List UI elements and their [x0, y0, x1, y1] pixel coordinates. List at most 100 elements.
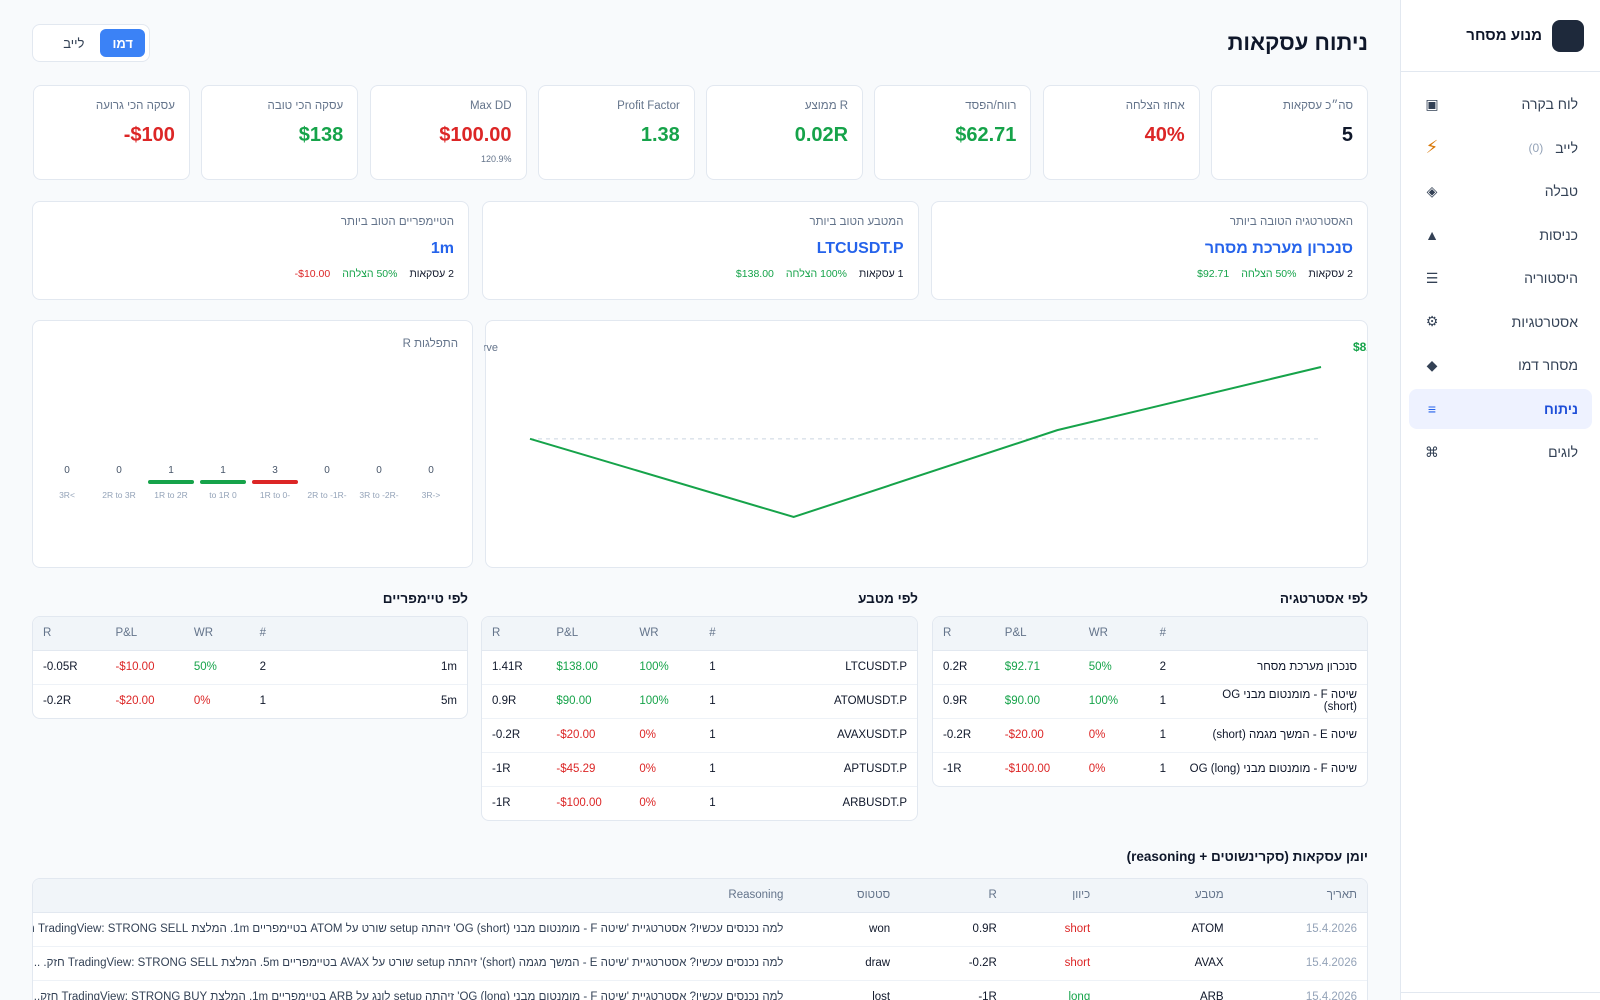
table-row[interactable]: שיטה F - מומנטום מבני OG (short) 1 100% $90…: [933, 684, 1367, 719]
best-pnl: $92.71: [1197, 268, 1230, 280]
table-row[interactable]: 5m 1 0% -$20.00 -0.2R: [33, 684, 467, 718]
by-timeframe-table: # WR P&L R 1m 2 50% -$10.00 -0.05R 5m 1 0% -$20.00 -0…: [32, 616, 468, 719]
best-name[interactable]: סנכרון מערכת מסחר: [1204, 240, 1353, 257]
table-row[interactable]: AVAXUSDT.P 1 0% -$20.00 -0.2R: [482, 718, 917, 753]
row-r: -0.2R: [482, 718, 547, 753]
row-pnl: $90.00: [994, 684, 1079, 719]
journal-row[interactable]: 15.4.2026 AVAX short -0.2R draw למה נכנסים עכ…: [33, 946, 1367, 981]
row-name: 5m: [441, 695, 457, 708]
by-symbol-table: # WR P&L R LTCUSDT.P 1 100% $138.00 1.41R ATOMUSD…: [481, 616, 918, 821]
stat-value: $138: [298, 124, 344, 146]
sidebar-item-label: טבלה: [1544, 183, 1578, 199]
sidebar-item-2[interactable]: טבלה ◈: [1409, 171, 1592, 211]
table-header-cell: מטבע: [1100, 879, 1234, 913]
sidebar-item-8[interactable]: לוגים ⌘: [1409, 432, 1592, 472]
by-strategy-table: # WR P&L R סנכרון מערכת מסחר 2 50% $92.71 0.2R שי…: [932, 616, 1368, 787]
r-bar: [148, 480, 194, 484]
journal-symbol: ARB: [1199, 991, 1224, 1000]
sidebar-item-label: לוח בקרה: [1521, 96, 1578, 112]
r-bar-label: <-3R: [422, 490, 441, 500]
stat-subvalue: 120.9%: [480, 154, 512, 164]
sidebar-header: מנוע מסחר: [1401, 0, 1600, 72]
table-row[interactable]: APTUSDT.P 1 0% -$45.29 -1R: [482, 752, 917, 787]
sidebar-item-icon: ☰: [1425, 269, 1439, 286]
row-winrate: 50%: [183, 650, 241, 685]
sidebar-item-4[interactable]: היסטוריה ☰: [1409, 258, 1592, 298]
best-label: האסטרטגיה הטובה ביותר: [1229, 216, 1353, 228]
mode-demo-button[interactable]: דמו: [100, 29, 145, 57]
row-r: 0.2R: [933, 650, 995, 685]
table-row[interactable]: שיטה E - המשך מגמה (short) 1 0% -$20.00 -0.2…: [933, 718, 1367, 753]
row-winrate: 0%: [629, 752, 693, 787]
row-r: -1R: [943, 763, 962, 776]
table-row[interactable]: ARBUSDT.P 1 0% -$100.00 -1R: [482, 786, 917, 820]
sidebar-item-label: היסטוריה: [1524, 270, 1578, 286]
journal-row[interactable]: 15.4.2026 ATOM short 0.9R won למה נכנסים עכשי…: [33, 912, 1367, 947]
r-bar-count: 1: [168, 465, 174, 476]
row-r: -0.2R: [933, 718, 995, 753]
r-bar-label: -1R to 0: [260, 490, 290, 500]
r-bar-count: 0: [324, 465, 330, 476]
table-header-cell: [725, 617, 917, 651]
stat-value: 0.02R: [794, 124, 849, 146]
row-winrate: 100%: [1078, 684, 1143, 719]
sidebar-item-icon: ⚡: [1425, 137, 1439, 157]
row-name: APTUSDT.P: [725, 752, 917, 787]
row-count: 1: [692, 752, 726, 787]
row-pnl: -$20.00: [994, 718, 1079, 753]
row-pnl: $90.00: [546, 684, 630, 719]
row-winrate: 0%: [639, 797, 656, 810]
by-timeframe-title: לפי טיימפריים: [382, 591, 468, 606]
sidebar-item-label: אסטרטגיות: [1511, 313, 1578, 330]
best-winrate: 50% הצלחה: [342, 268, 398, 280]
row-count: 1: [692, 684, 726, 719]
table-header-cell: R: [900, 879, 1007, 913]
stat-card: סה״כ עסקאות 5: [1211, 85, 1368, 180]
row-count: 1: [1159, 763, 1167, 776]
journal-row[interactable]: 15.4.2026 ARB long -1R lost למה נכנסים עכשיו?…: [33, 980, 1367, 1000]
journal-direction: short: [1006, 946, 1101, 981]
journal-status: won: [793, 912, 901, 947]
table-header-row: # WR P&L R: [933, 617, 1367, 651]
stat-value: 5: [1341, 124, 1353, 146]
table-header-cell: WR: [1078, 617, 1143, 651]
sidebar-item-0[interactable]: לוח בקרה ▣: [1409, 84, 1592, 124]
row-winrate: 0%: [193, 695, 211, 708]
sidebar-item-5[interactable]: אסטרטגיות ⚙: [1409, 302, 1592, 342]
table-row[interactable]: LTCUSDT.P 1 100% $138.00 1.41R: [482, 650, 917, 685]
sidebar-item-icon: ◈: [1426, 182, 1438, 199]
r-bar-count: 0: [64, 465, 70, 476]
r-bar-label: -2R to -1R: [307, 490, 346, 500]
journal-table: תאריך מטבע כיוון R סטטוס Reasoning 15.4.2026 AT…: [32, 878, 1368, 1000]
sidebar-item-3[interactable]: כניסות ▲: [1409, 215, 1592, 255]
row-winrate: 100%: [629, 650, 693, 685]
stat-label: Max DD: [469, 100, 512, 112]
journal-date: 15.4.2026: [1305, 991, 1357, 1000]
best-meta: 2 עסקאות 50% הצלחה $92.71: [1197, 268, 1353, 280]
r-bar-count: 0: [376, 465, 382, 476]
best-name[interactable]: 1m: [430, 240, 454, 257]
sidebar-item-7[interactable]: ניתוח ≡: [1409, 388, 1592, 429]
row-name: שיטה F - מומנטום מבני OG (long): [1189, 763, 1357, 776]
row-pnl: -$20.00: [115, 695, 155, 708]
table-row[interactable]: שיטה F - מומנטום מבני OG (long) 1 0% -$100.…: [933, 752, 1367, 786]
sidebar-item-6[interactable]: מסחר דמו ◆: [1409, 345, 1592, 385]
row-winrate: 0%: [629, 718, 693, 753]
best-card: הטיימפריים הטוב ביותר 1m 2 עסקאות 50% הצלחה…: [32, 201, 469, 300]
best-meta: 1 עסקאות 100% הצלחה $138.00: [736, 268, 904, 280]
row-winrate: 100%: [629, 684, 693, 719]
r-bar-label: -3R to -2R: [359, 490, 398, 500]
table-row[interactable]: 1m 2 50% -$10.00 -0.05R: [33, 650, 467, 685]
sidebar-item-label: כניסות: [1539, 226, 1578, 243]
sidebar-item-1[interactable]: לייב (0) ⚡: [1409, 128, 1592, 168]
sidebar-item-label: לוגים: [1548, 444, 1578, 460]
stat-label: עסקה הכי גרועה: [95, 100, 175, 112]
mode-live-button[interactable]: לייב: [51, 29, 96, 57]
row-pnl: -$10.00: [105, 650, 184, 685]
table-header-cell: P&L: [994, 617, 1079, 651]
table-row[interactable]: סנכרון מערכת מסחר 2 50% $92.71 0.2R: [933, 650, 1367, 685]
best-card: המטבע הטוב ביותר LTCUSDT.P 1 עסקאות 100% הצ…: [481, 201, 919, 300]
best-name[interactable]: LTCUSDT.P: [816, 240, 904, 257]
table-row[interactable]: ATOMUSDT.P 1 100% $90.00 0.9R: [482, 684, 917, 719]
sidebar-item-count: (0): [1528, 140, 1544, 155]
